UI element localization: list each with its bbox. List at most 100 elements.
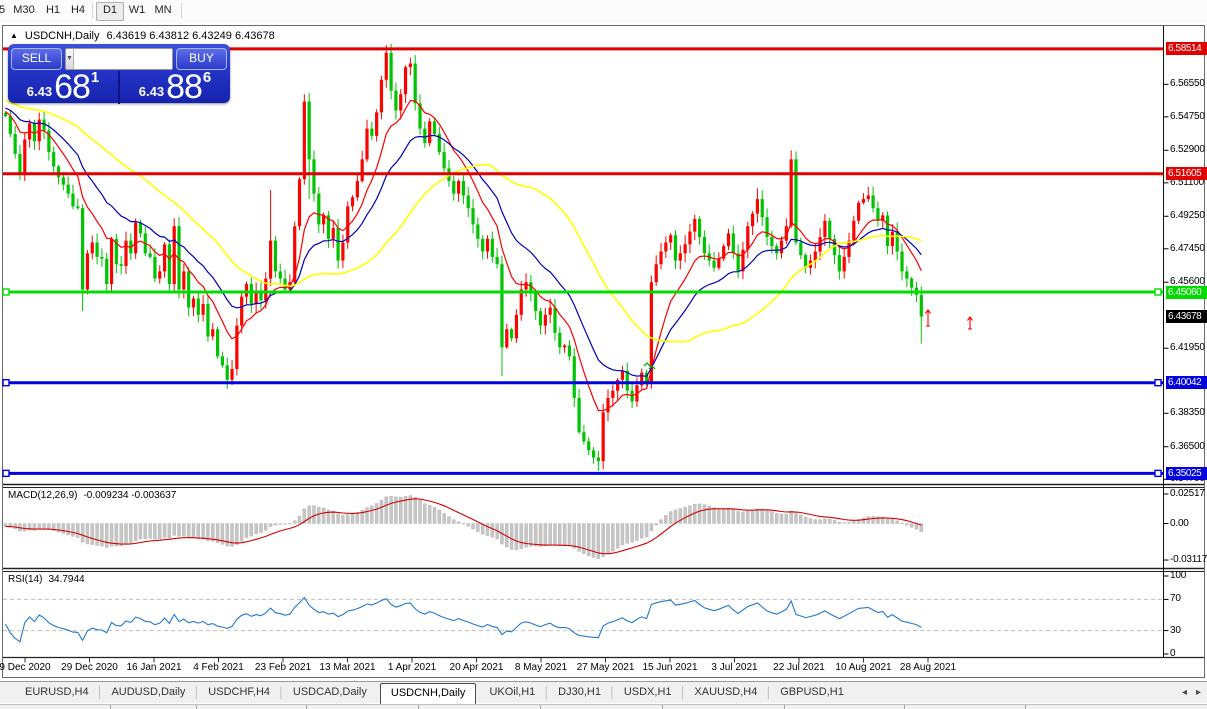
price-level-badge: 6.40042 [1166, 376, 1207, 390]
tab-separator: │ [543, 686, 551, 699]
price-tick-label: 6.38350 [1170, 407, 1205, 419]
tab-separator: │ [278, 686, 285, 699]
hline-handle[interactable] [1154, 288, 1162, 296]
hline-handle[interactable] [1154, 469, 1162, 478]
tab-separator: │ [608, 686, 616, 699]
tab-separator: │ [193, 686, 201, 699]
chart-tab-audusd[interactable]: AUDUSD,Daily [111, 686, 186, 698]
date-axis-label: 22 Jul 2021 [773, 662, 825, 673]
timeframe-button-w1[interactable]: W1 [128, 4, 146, 16]
ma-slow-line [5, 100, 922, 343]
macd-indicator [3, 495, 923, 559]
price-tick-label: 6.36500 [1170, 440, 1205, 452]
chart-tab-ukoil[interactable]: UKOil,H1 [489, 686, 536, 698]
buy-price-base: 6.43 [138, 84, 165, 99]
date-axis-label: 28 Aug 2021 [899, 662, 957, 673]
rsi-value: 34.7944 [48, 574, 85, 585]
ohlc-values: 6.43619 6.43812 6.43249 6.43678 [106, 30, 275, 42]
rsi-label: RSI(14) 34.7944 [8, 574, 85, 585]
date-axis-label: 1 Apr 2021 [387, 662, 437, 673]
sell-button[interactable]: SELL [11, 47, 62, 70]
date-axis-label: 16 Jan 2021 [126, 662, 182, 673]
ma-fast-line [5, 99, 922, 412]
price-tick-label: 6.56550 [1170, 78, 1205, 90]
hline-handle[interactable] [2, 378, 10, 387]
chart-markers [24, 83, 1169, 663]
macd-scale-label: 0.02517 [1170, 488, 1205, 499]
tabs-scroll-right-icon[interactable]: ▸ [1195, 687, 1201, 698]
hline-handle[interactable] [2, 288, 10, 296]
rsi-scale-label: 100 [1170, 570, 1187, 581]
strip-mark [540, 705, 541, 709]
rsi-scale-label: 0 [1170, 648, 1176, 659]
strip-mark [196, 705, 197, 709]
tabs-scroll-left-icon[interactable]: ◂ [1181, 687, 1187, 698]
date-axis-label: 9 Dec 2020 [0, 662, 51, 673]
date-axis-label: 27 May 2021 [576, 662, 635, 673]
strip-mark [418, 705, 419, 709]
chart-tab-bar: EURUSD,H4 │ AUDUSD,Daily │ USDCHF,H4 │ USDCAD,… [0, 681, 1207, 705]
strip-mark [110, 705, 111, 709]
moving-average-lines [5, 99, 922, 412]
one-click-trading-panel: SELL ▼ ▲ BUY 6.43 68 1 6.43 88 6 [8, 44, 230, 106]
chart-tab-usdcad[interactable]: USDCAD,Daily [292, 686, 367, 698]
timeframe-button-m30[interactable]: M30 [13, 4, 35, 16]
chart-tab-usdcnh[interactable]: USDCNH,Daily [379, 682, 477, 705]
price-tick-label: 6.49250 [1170, 210, 1205, 222]
window-frame [2, 25, 1205, 678]
date-axis-label: 13 Mar 2021 [319, 662, 376, 673]
chart-tab-usdchf[interactable]: USDCHF,H4 [208, 686, 271, 698]
price-tick-label: 6.41950 [1170, 342, 1205, 354]
strip-mark [784, 705, 785, 709]
volume-input[interactable] [73, 48, 172, 69]
candlesticks [3, 43, 923, 472]
strip-mark [662, 705, 663, 709]
chart-tab-xauusd[interactable]: XAUUSD,H4 [694, 686, 758, 698]
bottom-strip [0, 704, 1207, 709]
hline-handle[interactable] [2, 469, 10, 478]
hline-handle[interactable] [1154, 378, 1162, 387]
buy-price-display[interactable]: 6.43 88 6 [118, 68, 230, 106]
timeframe-button-5[interactable]: 5 [0, 4, 6, 16]
buy-button[interactable]: BUY [176, 47, 227, 70]
rsi-name: RSI(14) [8, 574, 43, 585]
chart-tab-gbpusd[interactable]: GBPUSD,H1 [780, 686, 844, 698]
date-axis-label: 3 Jul 2021 [711, 662, 758, 673]
buy-price-fraction: 6 [202, 69, 212, 86]
buy-price-pips: 88 [166, 68, 203, 106]
sell-price-display[interactable]: 6.43 68 1 [8, 68, 118, 106]
price-level-badge: 6.58514 [1166, 42, 1207, 56]
toolbar-separator [181, 3, 182, 18]
timeframe-button-h1[interactable]: H1 [45, 4, 61, 16]
price-tick-label: 6.51100 [1170, 176, 1205, 188]
sell-price-fraction: 1 [90, 69, 100, 86]
chart-tab-usdx[interactable]: USDX,H1 [623, 686, 672, 698]
current-price-badge: 6.43678 [1166, 310, 1207, 324]
timeframe-button-mn[interactable]: MN [154, 4, 172, 16]
price-tick-label: 6.47450 [1170, 242, 1205, 254]
timeframe-button-d1[interactable]: D1 [96, 2, 124, 21]
date-axis-label: 23 Feb 2021 [254, 662, 312, 673]
volume-decrease-icon[interactable]: ▼ [66, 48, 74, 69]
date-axis-label: 10 Aug 2021 [835, 662, 892, 673]
chart-tab-dj30[interactable]: DJ30,H1 [558, 686, 601, 698]
macd-values: -0.009234 -0.003637 [83, 490, 177, 501]
rsi-scale-label: 30 [1170, 624, 1181, 636]
macd-scale-label: 0.00 [1170, 517, 1189, 529]
tab-separator: │ [765, 686, 773, 699]
sell-price-pips: 68 [54, 68, 91, 106]
chart-title: ▲ USDCNH,Daily 6.43619 6.43812 6.43249 6… [10, 30, 275, 42]
price-tick-label: 6.45600 [1170, 276, 1205, 288]
price-level-badge: 6.45060 [1166, 285, 1207, 299]
ma-mid-line [5, 107, 922, 378]
chart-tab-eurusd[interactable]: EURUSD,H4 [25, 686, 89, 698]
macd-name: MACD(12,26,9) [8, 490, 78, 501]
timeframe-toolbar: 5 M30 H1 H4 D1 W1 MN [0, 0, 1207, 23]
price-level-badge: 6.51605 [1166, 167, 1207, 181]
collapse-arrow-icon[interactable]: ▲ [10, 30, 18, 40]
rsi-indicator [3, 596, 1163, 643]
timeframe-button-h4[interactable]: H4 [70, 4, 86, 16]
rsi-scale-label: 70 [1170, 593, 1181, 605]
